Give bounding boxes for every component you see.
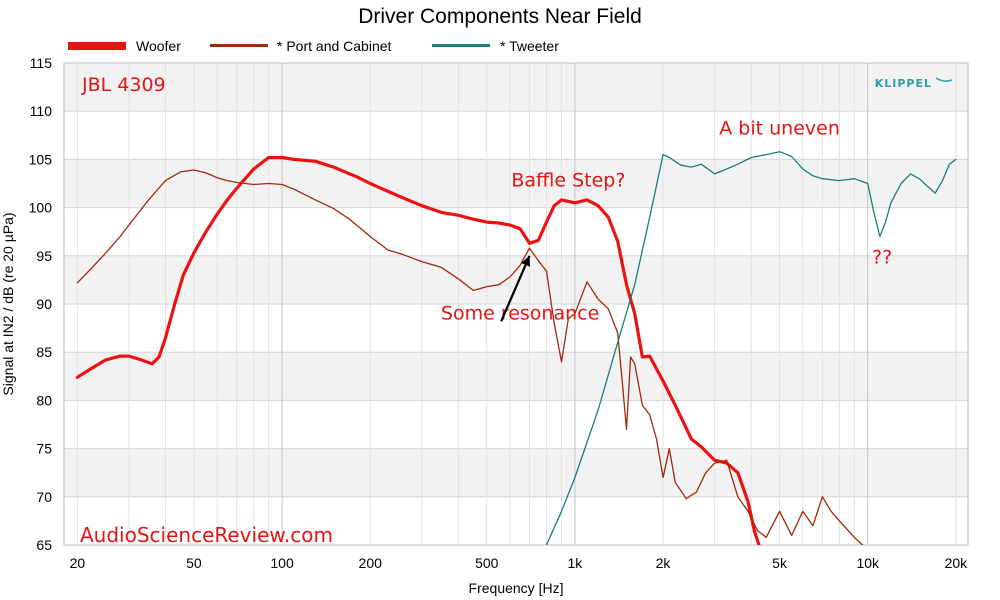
series-line-port-and-cabinet	[76, 169, 864, 545]
x-axis-label: Frequency [Hz]	[469, 580, 564, 596]
plot-band	[64, 255, 968, 304]
y-tick-label: 80	[36, 392, 52, 408]
plot-frame	[63, 62, 969, 546]
x-tick-label: 50	[186, 555, 202, 571]
annotation-resonance: Some resonance	[441, 302, 599, 324]
plot-bands	[64, 63, 968, 497]
annotation-baffle-step: Baffle Step?	[511, 169, 625, 191]
legend-swatch-port	[210, 44, 268, 47]
y-tick-label: 115	[30, 55, 53, 71]
y-tick-label: 110	[30, 103, 53, 119]
legend-label-woofer: Woofer	[136, 38, 181, 54]
annotation-question: ??	[872, 247, 892, 269]
watermark: AudioScienceReview.com	[80, 523, 333, 547]
legend-label-port: * Port and Cabinet	[277, 38, 392, 54]
y-tick-label: 75	[36, 441, 52, 457]
klippel-logo: KLIPPEL	[875, 77, 953, 90]
x-tick-label: 500	[475, 555, 499, 571]
legend-swatch-woofer	[68, 42, 126, 50]
y-tick-label: 90	[36, 296, 52, 312]
y-tick-label: 85	[36, 344, 52, 360]
y-tick-label: 65	[36, 537, 52, 553]
plot-band	[64, 159, 968, 208]
x-tick-label: 1k	[568, 555, 584, 571]
x-tick-label: 100	[270, 555, 294, 571]
plot-band	[64, 352, 968, 401]
y-tick-label: 105	[29, 151, 53, 167]
x-tick-label: 200	[359, 555, 383, 571]
plot-band	[64, 448, 968, 497]
x-tick-label: 20	[70, 555, 86, 571]
klippel-logo-mark	[935, 77, 953, 82]
legend-swatch-tweeter	[432, 44, 490, 47]
x-tick-label: 5k	[772, 555, 788, 571]
x-tick-labels: 20 50 100 200 500 1k 2k 5k 10k 20k	[70, 555, 969, 571]
annotation-uneven: A bit uneven	[719, 117, 840, 139]
arrow-head	[521, 255, 530, 267]
chart-title: Driver Components Near Field	[358, 5, 642, 28]
series-layer	[75, 151, 957, 545]
x-tick-label: 20k	[945, 555, 969, 571]
y-tick-labels: 65 70 75 80 85 90 95 100 105 110 115	[29, 55, 53, 553]
y-tick-label: 95	[36, 248, 52, 264]
legend: Woofer * Port and Cabinet * Tweeter	[68, 38, 559, 54]
y-tick-label: 100	[29, 200, 53, 216]
series-line-woofer	[75, 155, 761, 545]
plot-band	[64, 63, 968, 112]
x-tick-label: 2k	[656, 555, 672, 571]
y-tick-label: 70	[36, 489, 52, 505]
klippel-logo-text: KLIPPEL	[875, 77, 932, 90]
annotation-model: JBL 4309	[81, 74, 166, 96]
legend-label-tweeter: * Tweeter	[500, 38, 559, 54]
y-axis-label: Signal at IN2 / dB (re 20 µPa)	[0, 212, 16, 395]
series-line-tweeter	[545, 151, 957, 545]
arrow-shaft	[500, 255, 531, 322]
x-tick-label: 10k	[856, 555, 880, 571]
resonance-arrow	[500, 255, 531, 322]
